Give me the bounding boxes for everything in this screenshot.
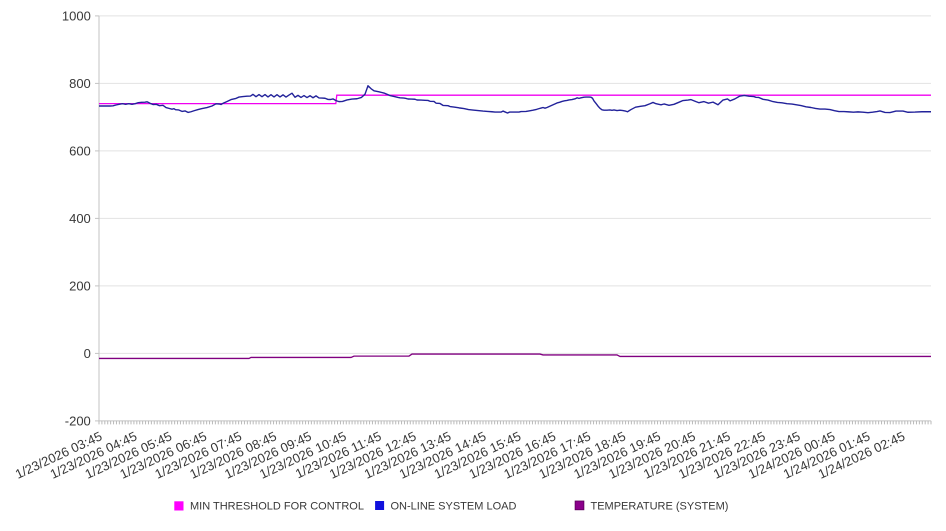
svg-text:800: 800 bbox=[69, 76, 91, 91]
svg-text:-200: -200 bbox=[65, 414, 91, 429]
svg-text:600: 600 bbox=[69, 144, 91, 159]
svg-text:1000: 1000 bbox=[62, 9, 91, 24]
svg-text:MIN THRESHOLD FOR CONTROL: MIN THRESHOLD FOR CONTROL bbox=[190, 501, 364, 513]
svg-text:ON-LINE SYSTEM LOAD: ON-LINE SYSTEM LOAD bbox=[391, 501, 517, 513]
svg-text:400: 400 bbox=[69, 211, 91, 226]
svg-text:200: 200 bbox=[69, 279, 91, 294]
svg-text:0: 0 bbox=[84, 346, 91, 361]
svg-text:TEMPERATURE (SYSTEM): TEMPERATURE (SYSTEM) bbox=[591, 501, 729, 513]
